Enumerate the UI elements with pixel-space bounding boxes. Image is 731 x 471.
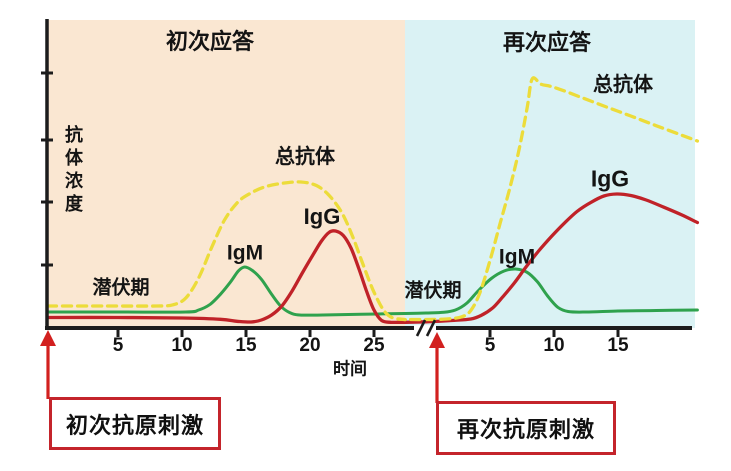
secondary-stimulus-callout: 再次抗原刺激 [436, 401, 616, 455]
total-antibody-label-secondary: 总抗体 [593, 74, 653, 96]
curve-igg [45, 192, 700, 325]
secondary-response-region-bg [405, 20, 695, 328]
x-tick-label-secondary-15: 15 [607, 335, 629, 356]
igg-label-secondary: IgG [590, 165, 630, 192]
x-tick-label-primary-25: 25 [363, 335, 385, 356]
secondary-stimulus-text: 再次抗原刺激 [456, 417, 595, 442]
igg-label-primary: IgG [303, 204, 341, 229]
latent-period-label-secondary: 潜伏期 [404, 280, 462, 302]
curve-total-antibody [45, 76, 700, 322]
total-antibody-label-primary: 总抗体 [275, 146, 335, 168]
x-tick-label-secondary-10: 10 [543, 335, 565, 356]
x-tick-label-secondary-5: 5 [484, 335, 496, 356]
x-tick-label-primary-5: 5 [112, 335, 124, 356]
x-tick-label-primary-10: 10 [171, 335, 193, 356]
axis-break-gap [414, 325, 436, 332]
secondary-stimulus-arrow-head [429, 332, 445, 348]
primary-response-region-bg [47, 20, 405, 328]
secondary-response-title: 再次应答 [502, 30, 592, 55]
primary-response-title: 初次应答 [165, 29, 255, 54]
x-tick-label-primary-15: 15 [235, 335, 257, 356]
axis-break-slash [415, 319, 427, 337]
latent-period-label-primary: 潜伏期 [92, 277, 150, 299]
curve-igm [46, 265, 699, 317]
primary-stimulus-callout: 初次抗原刺激 [49, 397, 221, 450]
y-axis-label: 抗体浓度 [63, 125, 83, 217]
primary-stimulus-arrow-head [40, 330, 56, 346]
x-tick-label-primary-20: 20 [299, 335, 321, 356]
igm-label-primary: IgM [226, 241, 264, 265]
x-axis-label: 时间 [333, 359, 367, 379]
igm-label-secondary: IgM [498, 245, 536, 269]
primary-stimulus-text: 初次抗原刺激 [65, 412, 204, 438]
axis-break-slash [425, 319, 437, 337]
